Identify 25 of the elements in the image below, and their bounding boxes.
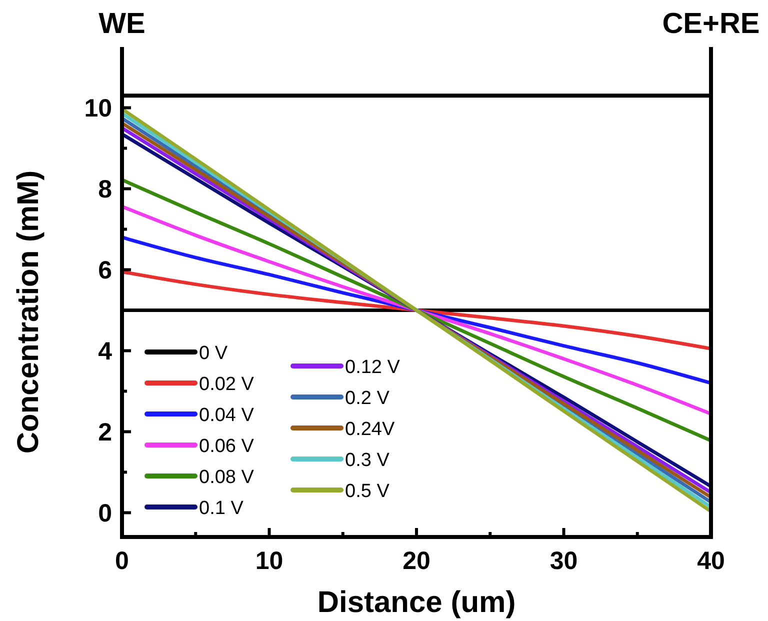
text: CE+RE	[662, 8, 760, 40]
legend-label: 0.1 V	[199, 498, 244, 519]
legend-label: 0.02 V	[199, 374, 254, 395]
legend-label: 0.04 V	[199, 405, 254, 426]
legend-label: 0 V	[199, 343, 228, 364]
x-tick-label: 20	[402, 547, 430, 575]
y-tick-label: 8	[98, 176, 112, 204]
y-tick-label: 6	[98, 256, 112, 285]
x-tick-label: 40	[697, 547, 725, 575]
legend-label: 0.06 V	[199, 436, 254, 457]
legend-label: 0.5 V	[345, 481, 390, 502]
text: WE	[98, 8, 146, 40]
y-axis-title: Concentration (mM)	[12, 170, 45, 454]
x-tick-label: 30	[550, 547, 578, 575]
y-tick-label: 2	[98, 418, 112, 447]
legend-label: 0.08 V	[199, 467, 254, 488]
y-tick-label: 10	[84, 94, 112, 123]
x-tick-label: 10	[255, 547, 284, 575]
y-tick-label: 4	[98, 338, 112, 366]
legend-label: 0.24V	[345, 419, 395, 440]
y-tick-label: 0	[98, 500, 112, 528]
legend-label: 0.3 V	[345, 450, 390, 471]
legend-label: 0.12 V	[345, 357, 400, 378]
legend-label: 0.2 V	[345, 388, 390, 409]
x-axis-title: Distance (um)	[317, 586, 516, 619]
